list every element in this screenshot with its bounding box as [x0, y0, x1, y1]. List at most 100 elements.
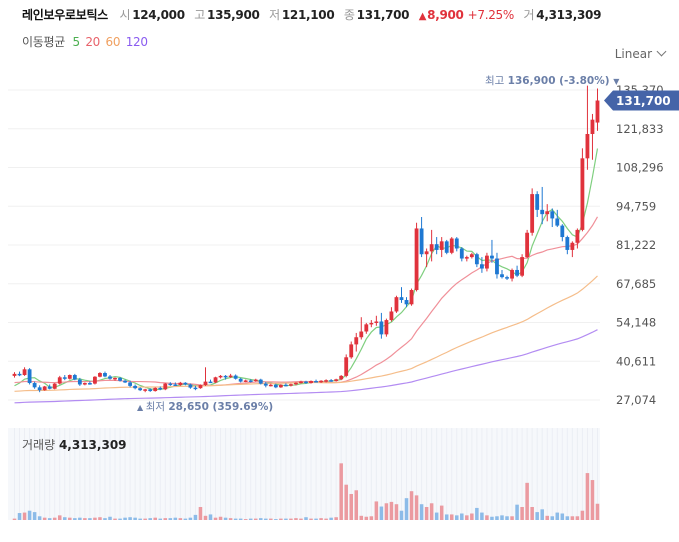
- candle-body[interactable]: [37, 387, 42, 391]
- volume-bar[interactable]: [279, 518, 283, 520]
- candle-body[interactable]: [535, 194, 540, 210]
- candle-body[interactable]: [585, 133, 590, 159]
- candle-body[interactable]: [47, 386, 52, 389]
- volume-bar[interactable]: [580, 510, 585, 520]
- volume-bar[interactable]: [309, 518, 313, 520]
- volume-bar[interactable]: [490, 516, 494, 520]
- candle-body[interactable]: [67, 375, 72, 379]
- volume-bar[interactable]: [590, 480, 595, 520]
- volume-bar[interactable]: [148, 518, 152, 520]
- volume-bar[interactable]: [143, 518, 147, 520]
- volume-bar[interactable]: [47, 518, 52, 520]
- volume-bar[interactable]: [500, 515, 504, 520]
- volume-bar[interactable]: [399, 510, 404, 520]
- candle-body[interactable]: [490, 255, 494, 259]
- volume-bar[interactable]: [475, 507, 479, 520]
- volume-bar[interactable]: [354, 490, 359, 520]
- candle-body[interactable]: [575, 229, 580, 243]
- candle-body[interactable]: [434, 244, 439, 250]
- volume-bar[interactable]: [480, 512, 484, 520]
- volume-bar[interactable]: [540, 509, 544, 520]
- candle-body[interactable]: [419, 228, 424, 255]
- volume-bar[interactable]: [228, 518, 233, 520]
- volume-bar[interactable]: [444, 514, 449, 520]
- candle-body[interactable]: [268, 384, 273, 387]
- candle-body[interactable]: [278, 384, 283, 388]
- volume-bar[interactable]: [88, 518, 92, 520]
- volume-bar[interactable]: [394, 504, 399, 520]
- volume-bar[interactable]: [52, 517, 57, 520]
- candle-body[interactable]: [218, 375, 223, 378]
- volume-bar[interactable]: [218, 516, 223, 520]
- candle-body[interactable]: [479, 264, 484, 269]
- candle-body[interactable]: [223, 375, 228, 378]
- volume-bar[interactable]: [123, 517, 127, 520]
- candle-body[interactable]: [283, 384, 288, 387]
- volume-bar[interactable]: [379, 506, 384, 520]
- candle-body[interactable]: [143, 389, 148, 391]
- volume-bar[interactable]: [17, 513, 22, 520]
- candle-body[interactable]: [173, 384, 178, 386]
- candle-body[interactable]: [469, 254, 474, 258]
- candle-body[interactable]: [344, 357, 349, 376]
- candle-body[interactable]: [299, 381, 303, 384]
- volume-bar[interactable]: [434, 512, 439, 520]
- volume-bar[interactable]: [128, 517, 132, 520]
- candle-body[interactable]: [485, 255, 489, 269]
- candle-body[interactable]: [394, 297, 399, 312]
- candle-body[interactable]: [123, 380, 127, 383]
- volume-bar[interactable]: [319, 518, 323, 520]
- candle-body[interactable]: [62, 377, 67, 379]
- volume-bar[interactable]: [329, 517, 333, 520]
- volume-bar[interactable]: [138, 518, 142, 520]
- volume-bar[interactable]: [369, 516, 374, 520]
- candle-body[interactable]: [324, 380, 329, 382]
- volume-bar[interactable]: [460, 513, 464, 520]
- scale-selector[interactable]: Linear: [615, 46, 667, 61]
- candle-body[interactable]: [540, 209, 545, 215]
- volume-bar[interactable]: [153, 517, 157, 520]
- candle-body[interactable]: [444, 241, 449, 253]
- candle-body[interactable]: [188, 384, 193, 388]
- volume-bar[interactable]: [274, 519, 278, 520]
- candle-body[interactable]: [550, 211, 555, 219]
- candle-body[interactable]: [228, 375, 233, 378]
- volume-bar[interactable]: [42, 517, 47, 520]
- volume-bar[interactable]: [429, 503, 434, 520]
- volume-bar[interactable]: [73, 518, 77, 520]
- candle-body[interactable]: [108, 376, 112, 379]
- volume-bar[interactable]: [515, 504, 519, 520]
- candle-body[interactable]: [32, 383, 37, 388]
- candle-body[interactable]: [87, 383, 92, 385]
- volume-bar[interactable]: [344, 484, 348, 520]
- volume-bar[interactable]: [575, 516, 580, 520]
- candle-body[interactable]: [349, 344, 354, 358]
- volume-bar[interactable]: [505, 516, 509, 520]
- candle-body[interactable]: [263, 383, 268, 386]
- volume-bar[interactable]: [198, 506, 203, 520]
- candle-body[interactable]: [359, 331, 364, 338]
- ma-5[interactable]: 5: [72, 35, 80, 49]
- volume-bar[interactable]: [384, 503, 389, 520]
- candle-body[interactable]: [429, 244, 434, 252]
- volume-bar[interactable]: [414, 495, 419, 520]
- candle-body[interactable]: [113, 377, 117, 380]
- candle-body[interactable]: [22, 369, 27, 376]
- ma-20[interactable]: 20: [85, 35, 101, 49]
- candle-body[interactable]: [203, 381, 208, 386]
- volume-bar[interactable]: [585, 473, 590, 520]
- candle-body[interactable]: [545, 211, 550, 215]
- volume-bar[interactable]: [259, 518, 263, 520]
- candle-body[interactable]: [138, 388, 143, 391]
- volume-bar[interactable]: [510, 516, 514, 520]
- volume-bar[interactable]: [37, 516, 42, 520]
- volume-bar[interactable]: [98, 517, 102, 520]
- candle-body[interactable]: [409, 290, 414, 305]
- volume-bar[interactable]: [595, 503, 600, 520]
- candle-body[interactable]: [98, 373, 102, 377]
- volume-bar[interactable]: [12, 518, 17, 520]
- volume-bar[interactable]: [324, 518, 328, 520]
- candle-body[interactable]: [464, 257, 469, 259]
- volume-bar[interactable]: [269, 518, 273, 520]
- candle-body[interactable]: [118, 377, 122, 381]
